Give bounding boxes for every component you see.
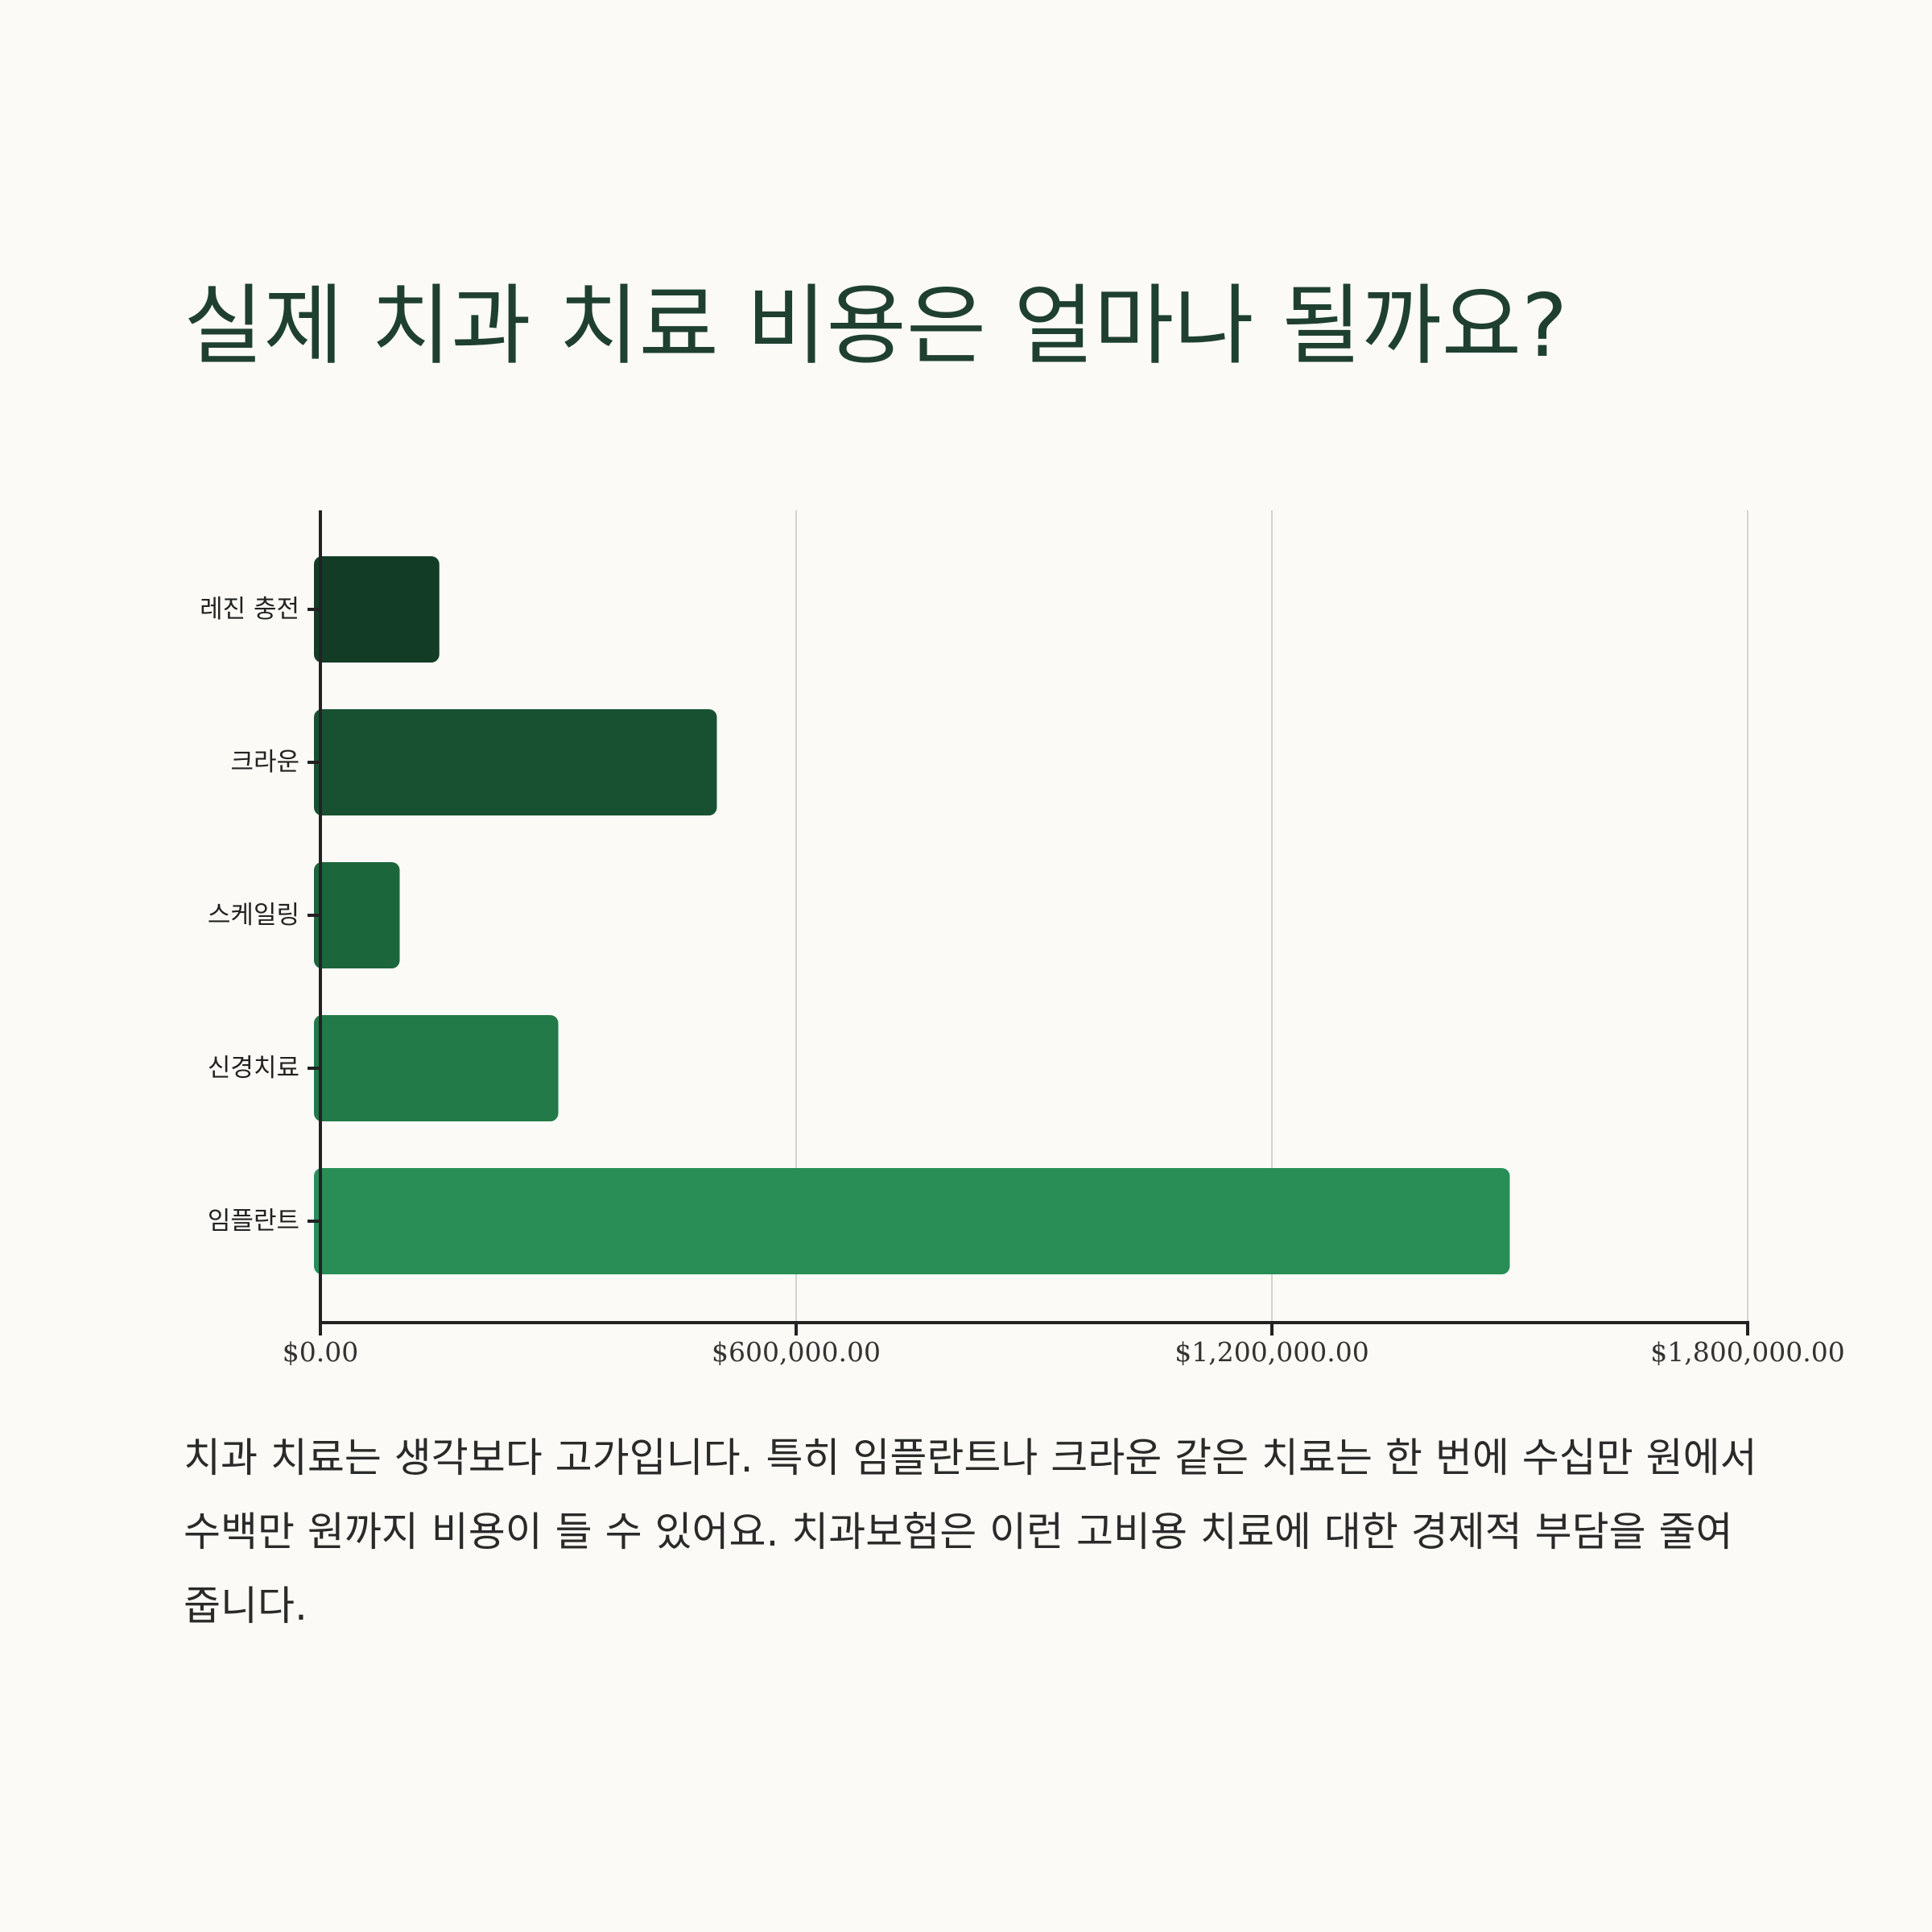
bar <box>314 862 400 968</box>
bar <box>314 556 440 663</box>
bars <box>314 556 1510 1274</box>
chart-title: 실제 치과 치료 비용은 얼마나 될까요? <box>184 276 1568 377</box>
category-label: 레진 충전 <box>200 595 299 624</box>
category-label: 스케일링 <box>208 901 299 930</box>
category-label: 크라운 <box>230 748 299 777</box>
bar <box>314 709 717 815</box>
description-text: 치과 치료는 생각보다 고가입니다. 특히 임플란트나 크라운 같은 치료는 한… <box>184 1435 1757 1629</box>
x-tick-label: $0.00 <box>283 1336 358 1368</box>
bar <box>314 1168 1510 1274</box>
category-label: 임플란트 <box>208 1207 299 1236</box>
axes <box>308 510 1749 1335</box>
x-tick-label: $600,000.00 <box>712 1336 881 1368</box>
bar <box>314 1015 559 1121</box>
category-label: 신경치료 <box>208 1054 299 1083</box>
x-tick-label: $1,200,000.00 <box>1174 1336 1368 1368</box>
x-tick-label: $1,800,000.00 <box>1650 1336 1844 1368</box>
